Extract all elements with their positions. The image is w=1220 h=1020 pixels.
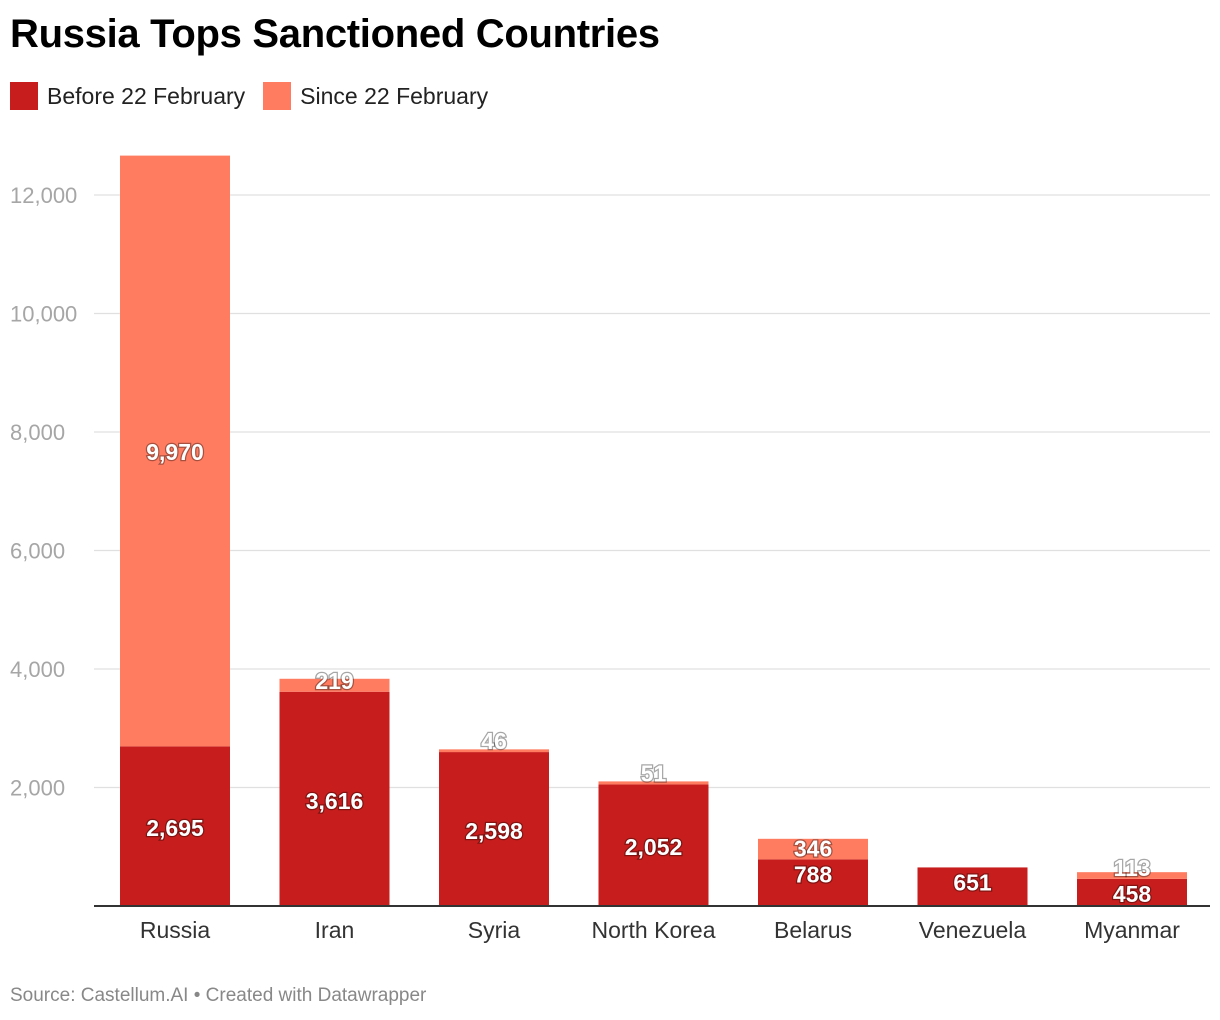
legend-label-before: Before 22 February: [47, 82, 246, 109]
bar-value-label: 2,598: [465, 818, 523, 844]
x-category-label: Belarus: [774, 917, 852, 943]
bar-value-label: 3,616: [306, 788, 364, 814]
bar-segment: [120, 155, 230, 747]
legend: Before 22 February Since 22 February: [10, 82, 506, 110]
legend-item-since: Since 22 February: [263, 82, 488, 110]
bar-segment: [598, 781, 709, 785]
bar-segment: [598, 784, 709, 906]
bar-value-label: 346: [794, 835, 832, 861]
bar-value-label: 788: [794, 861, 833, 887]
bar-value-label: 46: [481, 728, 507, 754]
bar-value-label: 219: [315, 668, 353, 694]
bar-segment: [1077, 878, 1187, 906]
x-category-label: North Korea: [591, 917, 715, 943]
legend-swatch-since: [263, 82, 292, 110]
bar-value-label: 113: [1113, 855, 1150, 881]
y-tick-label: 2,000: [10, 776, 65, 801]
x-category-label: Iran: [315, 917, 355, 943]
x-category-label: Myanmar: [1084, 917, 1180, 943]
x-category-label: Venezuela: [919, 917, 1027, 943]
bar-segment: [439, 749, 549, 753]
legend-item-before: Before 22 February: [10, 82, 245, 110]
y-tick-label: 12,000: [10, 183, 77, 208]
bar-value-label: 651: [953, 869, 992, 895]
y-tick-label: 8,000: [10, 420, 65, 445]
bar-segment: [439, 752, 549, 906]
bar-segment: [917, 867, 1028, 906]
bar-segment: [1077, 872, 1187, 879]
bar-value-label: 2,052: [625, 834, 683, 860]
bar-segment: [758, 859, 868, 906]
bar-value-label: 458: [1113, 881, 1152, 907]
bar-value-label: 2,695: [146, 815, 204, 841]
bar-segment: [120, 746, 230, 906]
legend-swatch-before: [10, 82, 38, 110]
bar-value-label: 51: [641, 760, 667, 786]
x-category-label: Russia: [140, 917, 211, 943]
y-tick-label: 4,000: [10, 657, 65, 682]
bar-segment: [279, 691, 390, 906]
legend-label-since: Since 22 February: [300, 82, 489, 109]
source-note: Source: Castellum.AI • Created with Data…: [10, 985, 427, 1006]
y-tick-label: 6,000: [10, 539, 65, 564]
x-category-label: Syria: [468, 917, 521, 943]
bar-segment: [758, 838, 868, 860]
y-tick-label: 10,000: [10, 302, 77, 327]
chart-title: Russia Tops Sanctioned Countries: [10, 12, 660, 56]
bar-value-label: 9,970: [146, 439, 204, 465]
bar-segment: [279, 678, 390, 692]
